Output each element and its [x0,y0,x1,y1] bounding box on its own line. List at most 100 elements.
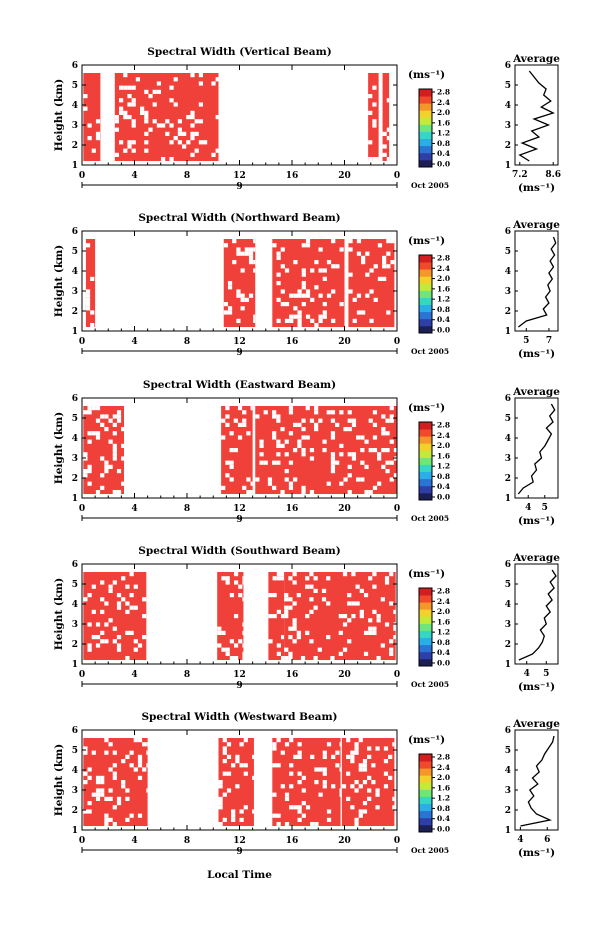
data-gap [284,647,289,652]
data-gap [238,593,243,598]
data-gap [335,422,340,427]
data-gap [364,464,369,469]
data-gap [318,318,323,323]
data-gap [225,576,230,581]
data-gap [221,435,226,440]
y-axis-label: Height (km) [53,245,65,317]
data-gap [222,792,227,797]
x-tick-label: 0 [79,337,85,347]
data-gap [225,580,230,585]
colorbar-segment [419,436,432,444]
data-gap [233,448,238,453]
data-gap [246,477,251,482]
avg-y-tick-label: 4 [505,267,511,277]
data-gap [301,281,306,286]
data-gap [339,443,344,448]
data-gap [368,418,373,423]
x-tick-label: 8 [184,670,190,680]
data-gap [375,746,380,751]
data-gap [222,759,227,764]
data-gap [383,784,389,789]
colorbar-tick-label: 2.8 [437,421,450,430]
data-gap [347,464,352,469]
data-gap [280,302,285,307]
colorbar-segment [419,775,432,783]
data-gap [239,817,244,822]
colorbar-tick-label: 0.0 [437,659,450,668]
data-gap [280,264,285,269]
colorbar-tick-label: 2.8 [437,88,450,97]
data-gap [297,289,302,294]
data-gap [330,456,336,461]
data-gap [85,306,91,311]
data-gap [393,448,397,453]
data-gap [144,119,149,124]
data-gap [297,754,302,759]
data-gap [318,268,323,273]
data-gap [342,622,348,627]
data-gap [169,85,174,90]
data-gap [386,157,390,161]
data-gap [305,805,311,810]
data-gap [310,268,315,273]
colorbar-segment [419,616,432,624]
data-gap [355,601,360,606]
colorbar-segment [419,637,432,646]
data-gap [222,750,227,755]
data-gap [372,85,377,90]
y-tick-label: 3 [72,121,78,131]
data-gap [293,260,298,265]
data-gap [87,431,92,436]
data-gap [222,738,227,743]
x-tick-label: 4 [131,504,137,514]
data-gap [125,817,130,822]
data-gap [127,140,132,145]
day-label: 9 [236,348,242,358]
data-gap [385,460,390,465]
avg-y-tick-label: 5 [505,580,511,590]
data-gap [131,140,136,145]
data-gap [240,251,245,256]
data-gap [112,626,117,631]
colorbar-segment [419,138,432,147]
colorbar-segment [419,824,432,833]
data-gap [268,593,273,598]
data-gap [388,775,393,780]
data-gap [268,614,273,619]
data-gap [288,656,293,660]
data-gap [276,281,281,286]
data-gap [288,635,293,640]
data-gap [125,601,130,606]
data-gap [225,422,230,427]
data-gap [104,822,109,826]
colorbar-segment [419,269,432,277]
data-gap [351,422,357,427]
data-gap [309,456,315,461]
data-gap [351,614,356,619]
y-tick-label: 1 [72,826,78,836]
data-gap [252,754,254,759]
data-gap [127,85,132,90]
data-gap [108,588,113,593]
data-gap [131,119,136,124]
data-gap [148,94,153,99]
data-gap [87,410,92,415]
colorbar-tick-label: 1.6 [437,284,450,293]
avg-title: Average [512,53,560,65]
data-gap [91,609,96,614]
data-gap [372,102,377,107]
data-gap [238,584,243,589]
data-gap [87,622,92,627]
data-gap [297,293,302,298]
data-gap [293,448,298,453]
data-gap [362,809,368,814]
data-gap [297,805,302,810]
data-gap [368,626,373,631]
x-tick-label: 0 [394,171,400,181]
data-gap [301,427,306,432]
colorbar-segment [419,96,432,104]
data-gap [326,293,332,298]
data-gap [360,435,365,440]
data-gap [289,805,294,810]
data-gap [310,822,315,826]
